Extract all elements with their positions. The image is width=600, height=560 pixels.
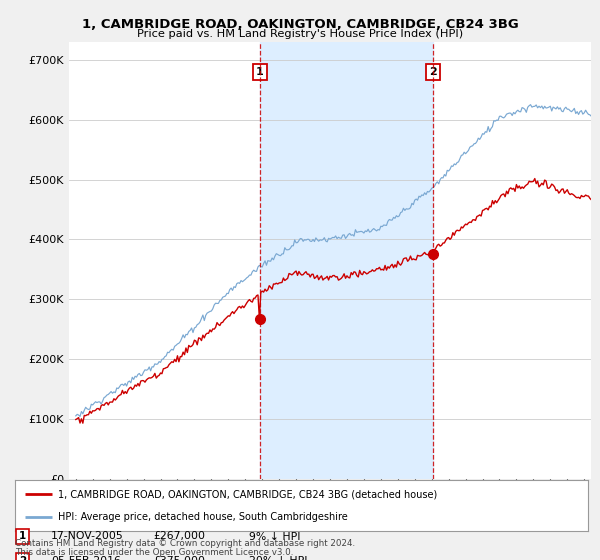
Text: Price paid vs. HM Land Registry's House Price Index (HPI): Price paid vs. HM Land Registry's House … [137, 29, 463, 39]
Text: 20% ↓ HPI: 20% ↓ HPI [249, 556, 308, 560]
Text: 9% ↓ HPI: 9% ↓ HPI [249, 531, 301, 542]
Text: 1: 1 [19, 531, 26, 542]
Text: 17-NOV-2005: 17-NOV-2005 [51, 531, 124, 542]
Bar [260, 42, 433, 479]
Text: 2: 2 [430, 67, 437, 77]
Text: Contains HM Land Registry data © Crown copyright and database right 2024.: Contains HM Land Registry data © Crown c… [15, 539, 355, 548]
Text: This data is licensed under the Open Government Licence v3.0.: This data is licensed under the Open Gov… [15, 548, 293, 557]
Text: 05-FEB-2016: 05-FEB-2016 [51, 556, 121, 560]
Text: 1: 1 [256, 67, 264, 77]
Text: HPI: Average price, detached house, South Cambridgeshire: HPI: Average price, detached house, Sout… [58, 512, 348, 522]
Text: 1, CAMBRIDGE ROAD, OAKINGTON, CAMBRIDGE, CB24 3BG (detached house): 1, CAMBRIDGE ROAD, OAKINGTON, CAMBRIDGE,… [58, 489, 437, 499]
Text: 2: 2 [19, 556, 26, 560]
Text: £267,000: £267,000 [153, 531, 205, 542]
Text: £375,000: £375,000 [153, 556, 205, 560]
Text: 1, CAMBRIDGE ROAD, OAKINGTON, CAMBRIDGE, CB24 3BG: 1, CAMBRIDGE ROAD, OAKINGTON, CAMBRIDGE,… [82, 18, 518, 31]
